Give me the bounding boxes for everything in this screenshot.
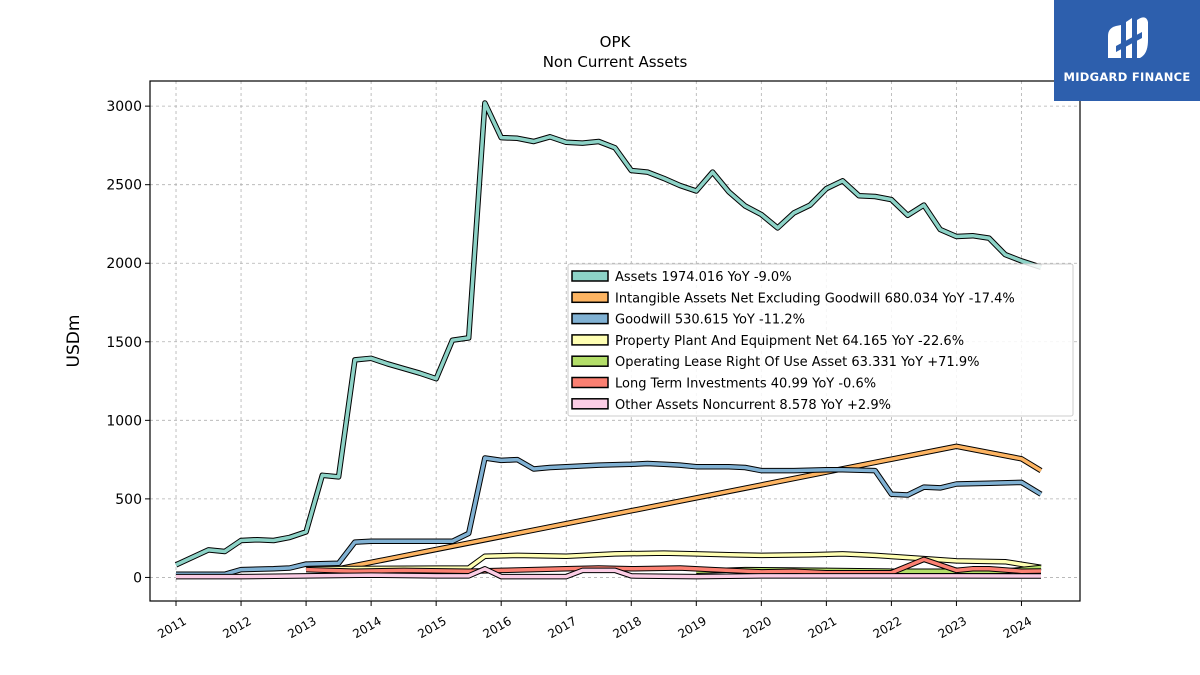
y-tick-label: 500	[115, 492, 142, 508]
legend-item: Long Term Investments 40.99 YoY -0.6%	[571, 376, 876, 392]
x-axis: 2011 2012 2013 2014 2015 2016 2017 2018 2019 2020…	[155, 601, 1034, 641]
series-line	[174, 100, 1042, 568]
brand-name: MIDGARD FINANCE	[1063, 70, 1190, 84]
y-axis-label: USDm	[64, 315, 84, 368]
x-tick-label: 2018	[611, 614, 644, 641]
x-tick-label: 2015	[415, 614, 448, 641]
legend-label: Intangible Assets Net Excluding Goodwill…	[615, 291, 1015, 306]
y-axis: 0 500 1000 1500 2000 2500 3000	[106, 99, 150, 586]
x-tick-label: 2012	[220, 614, 253, 641]
x-tick-label: 2021	[806, 614, 839, 641]
legend-swatch	[571, 355, 609, 367]
series-stroke	[338, 444, 1042, 571]
legend-item: Other Assets Noncurrent 8.578 YoY +2.9%	[571, 398, 891, 413]
legend-swatch	[571, 312, 609, 325]
legend-item: Intangible Assets Net Excluding Goodwill…	[571, 291, 1015, 306]
legend-label: Other Assets Noncurrent 8.578 YoY +2.9%	[615, 398, 891, 413]
legend-item: Operating Lease Right Of Use Asset 63.33…	[571, 355, 979, 370]
y-tick-label: 2000	[106, 256, 142, 272]
y-tick-label: 1000	[106, 413, 142, 429]
y-tick-label: 1500	[106, 335, 142, 351]
legend-swatch	[571, 291, 609, 304]
brand-logo: MIDGARD FINANCE	[1054, 0, 1200, 101]
y-tick-label: 2500	[106, 178, 142, 194]
series-line	[338, 443, 1043, 572]
legend-box	[567, 263, 1074, 417]
legend-swatch	[571, 270, 609, 282]
legend-item: Goodwill 530.615 YoY -11.2%	[571, 312, 805, 328]
legend-item: Property Plant And Equipment Net 64.165 …	[571, 334, 964, 349]
chart-title: OPK	[600, 33, 632, 51]
legend-label: Property Plant And Equipment Net 64.165 …	[615, 334, 964, 349]
x-tick-label: 2014	[350, 614, 383, 641]
x-tick-label: 2017	[545, 614, 578, 641]
x-tick-label: 2013	[285, 614, 318, 641]
series-stroke	[306, 551, 1042, 571]
x-tick-label: 2024	[1001, 614, 1034, 641]
series-stroke	[175, 101, 1042, 567]
y-tick-label: 0	[133, 570, 142, 586]
series-line	[176, 566, 1042, 580]
chart-subtitle: Non Current Assets	[543, 53, 688, 71]
x-tick-label: 2016	[480, 614, 513, 641]
legend-label: Long Term Investments 40.99 YoY -0.6%	[615, 377, 876, 392]
legend-label: Goodwill 530.615 YoY -11.2%	[615, 313, 805, 328]
legend-swatch	[571, 334, 609, 346]
legend-swatch	[571, 398, 609, 410]
series-stroke	[176, 456, 1042, 577]
x-tick-label: 2023	[936, 614, 969, 641]
x-tick-label: 2022	[871, 614, 904, 641]
legend-label: Operating Lease Right Of Use Asset 63.33…	[615, 355, 979, 370]
y-tick-label: 3000	[106, 99, 142, 115]
x-tick-label: 2020	[741, 614, 774, 641]
legend-label: Assets 1974.016 YoY -9.0%	[615, 270, 792, 285]
series-line	[306, 550, 1042, 572]
x-tick-label: 2011	[155, 614, 188, 641]
legend-swatch	[571, 376, 609, 389]
brand-mark-icon	[1108, 17, 1148, 58]
plot-frame	[149, 80, 1081, 602]
series-line	[176, 455, 1043, 578]
x-tick-label: 2019	[676, 614, 709, 641]
legend-item: Assets 1974.016 YoY -9.0%	[571, 270, 792, 285]
legend: Assets 1974.016 YoY -9.0% Intangible Asse…	[567, 263, 1074, 417]
series-lines	[174, 100, 1043, 580]
series-stroke	[176, 567, 1042, 579]
